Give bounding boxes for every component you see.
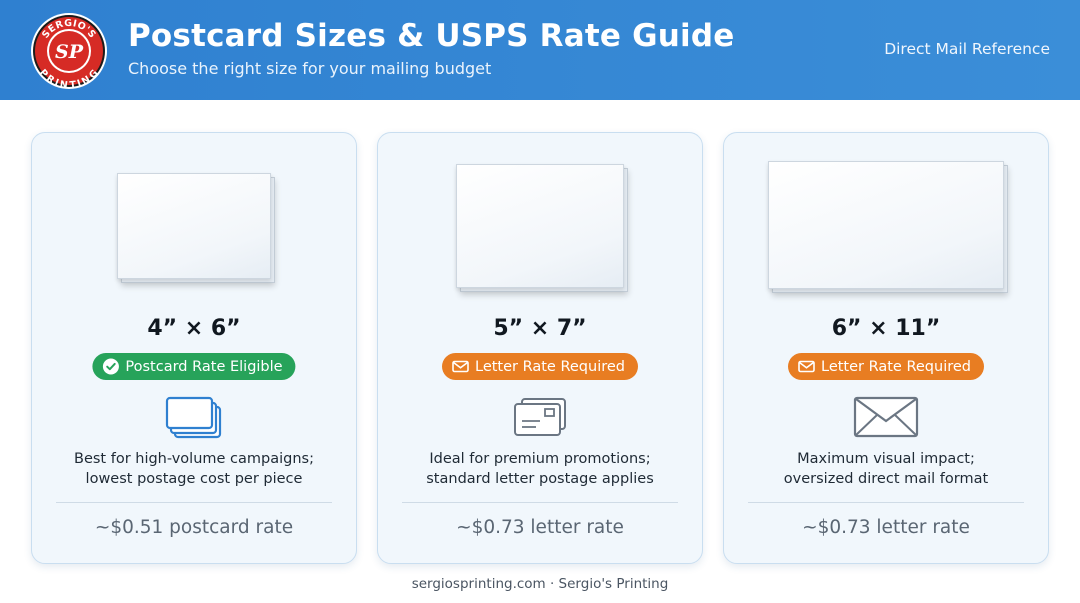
rate-eligibility-badge: Letter Rate Required bbox=[788, 353, 984, 380]
svg-text:SP: SP bbox=[55, 41, 84, 63]
postage-rate: ~$0.73 letter rate bbox=[456, 517, 624, 538]
sergios-printing-logo: SERGIO'S PRINTING SP bbox=[31, 13, 107, 90]
rate-eligibility-badge: Letter Rate Required bbox=[442, 353, 638, 380]
stacked-postcards-icon bbox=[165, 396, 222, 439]
postcard-preview bbox=[456, 164, 628, 292]
page-subtitle: Choose the right size for your mailing b… bbox=[128, 59, 492, 78]
postcard-preview bbox=[117, 173, 275, 283]
mail-stack-icon bbox=[514, 398, 566, 436]
postage-rate: ~$0.73 letter rate bbox=[802, 517, 970, 538]
page-title: Postcard Sizes & USPS Rate Guide bbox=[128, 18, 735, 54]
envelope-icon bbox=[853, 396, 919, 438]
rate-eligibility-badge: Postcard Rate Eligible bbox=[92, 353, 296, 380]
divider bbox=[56, 502, 332, 503]
size-card-4x6: 4” × 6” Postcard Rate Eligible Best for … bbox=[31, 132, 357, 564]
check-circle-icon bbox=[102, 358, 119, 375]
size-label: 5” × 7” bbox=[493, 316, 587, 341]
postcard-preview bbox=[768, 161, 1008, 293]
header-banner: SERGIO'S PRINTING SP Postcard Sizes & US… bbox=[0, 0, 1080, 100]
envelope-icon bbox=[452, 358, 469, 375]
size-description: Maximum visual impact; oversized direct … bbox=[783, 451, 989, 487]
postage-rate: ~$0.51 postcard rate bbox=[94, 517, 294, 538]
size-label: 4” × 6” bbox=[147, 316, 241, 341]
size-description: Best for high-volume campaigns; lowest p… bbox=[74, 451, 314, 487]
reference-label: Direct Mail Reference bbox=[884, 40, 1050, 58]
envelope-icon bbox=[798, 358, 815, 375]
divider bbox=[748, 502, 1024, 503]
size-label: 6” × 11” bbox=[831, 316, 941, 341]
size-description: Ideal for premium promotions; standard l… bbox=[426, 451, 654, 487]
footer-text: sergiosprinting.com · Sergio's Printing bbox=[411, 576, 669, 592]
size-card-6x11: 6” × 11” Letter Rate Required Maximum vi… bbox=[723, 132, 1049, 564]
divider bbox=[402, 502, 678, 503]
size-card-5x7: 5” × 7” Letter Rate Required Ideal for p… bbox=[377, 132, 703, 564]
